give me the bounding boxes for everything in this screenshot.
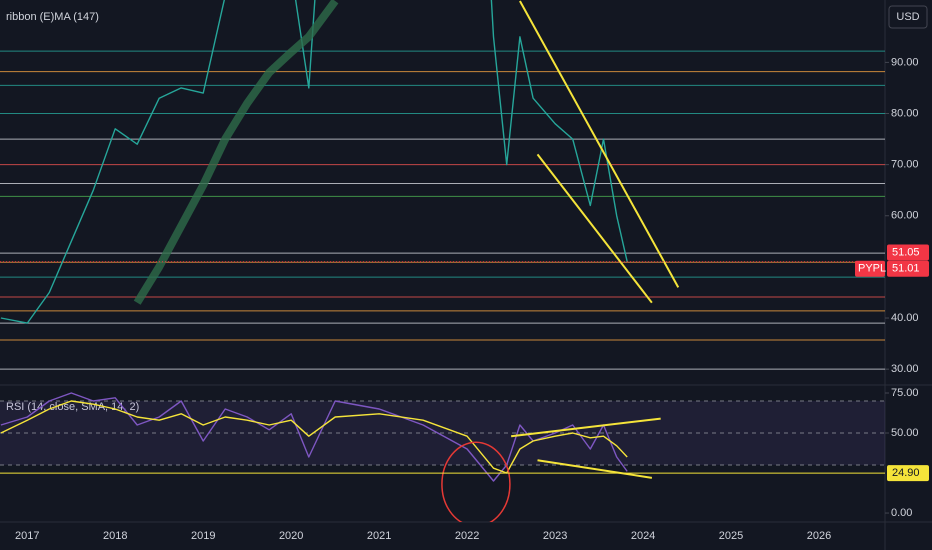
price-label-bg <box>887 244 929 261</box>
symbol-label: PYPL <box>858 263 886 275</box>
series-line <box>133 0 339 305</box>
x-tick-label: 2019 <box>191 530 215 542</box>
symbol-bg <box>855 260 885 277</box>
price-pane <box>0 0 885 370</box>
trendline <box>536 153 653 304</box>
currency: USD <box>896 11 919 23</box>
y-tick-label: 30.00 <box>891 363 919 375</box>
x-tick-label: 2021 <box>367 530 391 542</box>
x-tick-label: 2018 <box>103 530 127 542</box>
price-label: 51.05 <box>892 246 920 258</box>
x-tick-label: 2025 <box>719 530 743 542</box>
x-tick-label: 2024 <box>631 530 655 542</box>
y-tick-label: 0.00 <box>891 507 912 519</box>
value-label: 24.90 <box>892 467 920 479</box>
y-tick-label: 75.00 <box>891 387 919 399</box>
trendline <box>537 459 653 479</box>
y-tick-label: 40.00 <box>891 312 919 324</box>
circle-annotation <box>441 441 511 522</box>
trendline <box>511 417 661 438</box>
axes: 30.00 40.00 60.00 70.00 80.00 90.00 51.05 PYPL 5… <box>15 56 929 542</box>
x-tick-label: 2017 <box>15 530 39 542</box>
trendline <box>519 0 680 288</box>
series-line <box>0 0 628 324</box>
x-tick-label: 2020 <box>279 530 303 542</box>
y-tick-label: 70.00 <box>891 159 919 171</box>
rsi-legend: RSI (14, close, SMA, 14, 2) <box>6 401 139 413</box>
series-line <box>0 400 628 474</box>
y-tick-label: 60.00 <box>891 210 919 222</box>
currency-box[interactable] <box>888 5 928 29</box>
x-tick-label: 2026 <box>807 530 831 542</box>
x-tick-label: 2022 <box>455 530 479 542</box>
rsi-pane <box>0 392 885 522</box>
value-label-bg <box>887 465 929 482</box>
indicator-legend: ribbon (E)MA (147) <box>6 11 99 23</box>
price-label: 51.01 <box>892 263 920 275</box>
y-tick-label: 80.00 <box>891 107 919 119</box>
price-label-bg <box>887 260 929 277</box>
x-tick-label: 2023 <box>543 530 567 542</box>
y-tick-label: 90.00 <box>891 56 919 68</box>
y-tick-label: 50.00 <box>891 427 919 439</box>
